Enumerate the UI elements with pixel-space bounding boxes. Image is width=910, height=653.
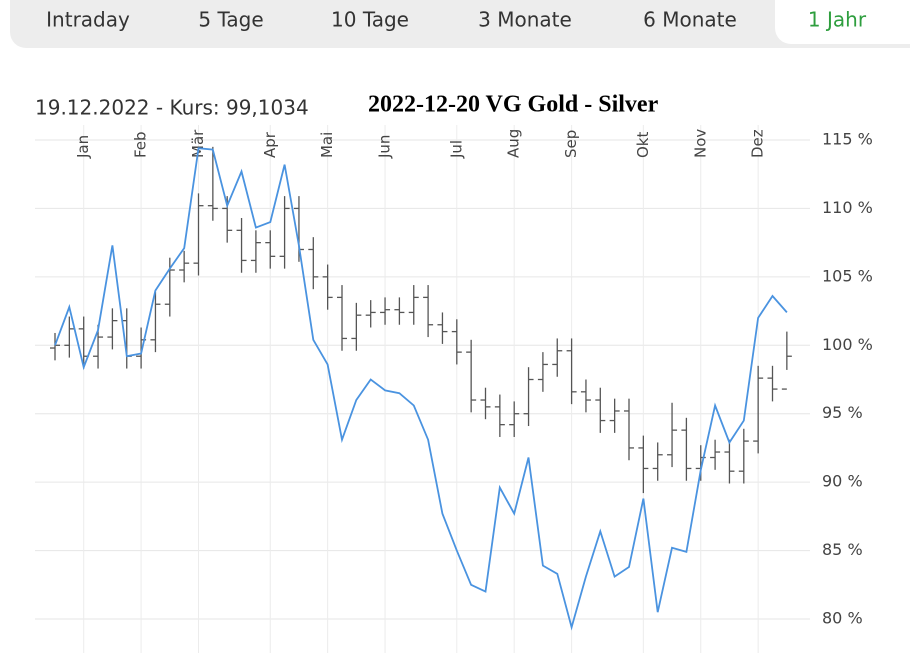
x-tick-label: Jun: [376, 135, 394, 159]
y-tick-label: 80 %: [822, 609, 863, 628]
tab[interactable]: 6 Monate: [643, 8, 737, 32]
x-tick-label: Sep: [562, 130, 580, 158]
x-tick-label: Aug: [505, 129, 523, 158]
y-tick-label: 115 %: [822, 130, 873, 149]
tab[interactable]: 10 Tage: [331, 8, 409, 32]
tab[interactable]: 3 Monate: [478, 8, 572, 32]
chart-title: 2022-12-20 VG Gold - Silver: [368, 92, 659, 118]
y-tick-label: 85 %: [822, 540, 863, 559]
y-tick-label: 90 %: [822, 472, 863, 491]
x-tick-label: Mai: [318, 132, 336, 158]
line-series: [54, 147, 788, 631]
x-tick-label: Jan: [74, 135, 92, 159]
x-tick-label: Nov: [691, 129, 709, 158]
y-tick-label: 105 %: [822, 266, 873, 285]
tab[interactable]: 1 Jahr: [808, 8, 867, 32]
y-tick-label: 110 %: [822, 198, 873, 217]
tab[interactable]: Intraday: [46, 8, 130, 32]
active-tab: [775, 0, 910, 44]
x-tick-label: Mär: [189, 129, 207, 158]
y-tick-label: 100 %: [822, 335, 873, 354]
tab-bar: [10, 0, 910, 48]
x-tick-label: Okt: [634, 132, 652, 158]
x-tick-label: Feb: [132, 131, 150, 158]
tab[interactable]: 5 Tage: [198, 8, 263, 32]
subtitle: 19.12.2022 - Kurs: 99,1034: [35, 96, 309, 120]
y-tick-label: 95 %: [822, 403, 863, 422]
x-tick-label: Apr: [261, 131, 279, 158]
x-tick-label: Dez: [749, 129, 767, 158]
x-tick-label: Jul: [447, 140, 465, 159]
